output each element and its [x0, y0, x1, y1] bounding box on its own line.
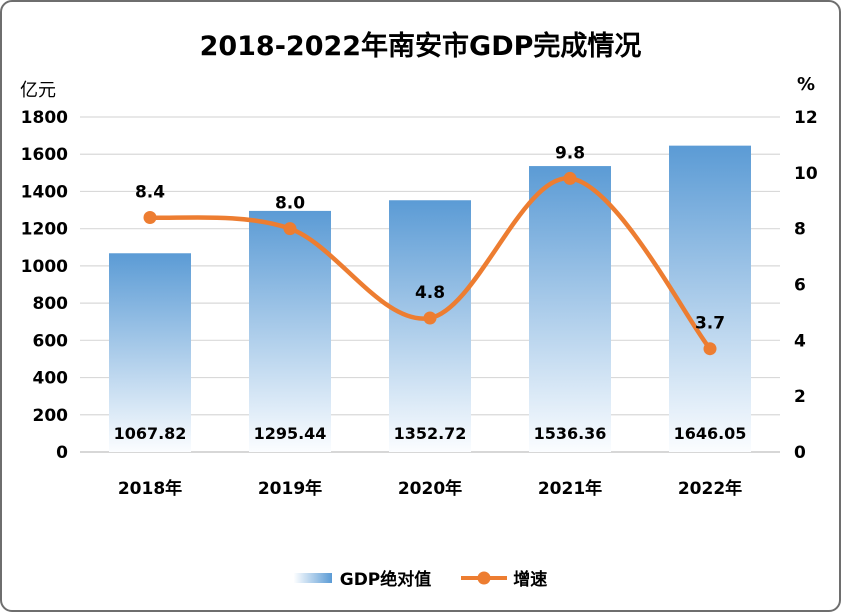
- legend-line-marker-icon: [477, 571, 491, 584]
- growth-rate-line: [147, 176, 713, 351]
- right-axis-unit-label: %: [797, 74, 816, 95]
- left-axis-unit-label: 亿元: [20, 80, 56, 101]
- right-axis-tick-label: 12: [794, 108, 818, 128]
- bar-2019年: [249, 210, 331, 452]
- line-value-label: 9.8: [555, 143, 585, 163]
- line-marker-2020年: [423, 311, 437, 325]
- legend-line-label: 增速: [513, 570, 548, 590]
- right-axis-tick-label: 4: [794, 331, 806, 351]
- right-axis-tick-label: 8: [794, 220, 806, 240]
- line-marker-2019年: [283, 222, 297, 236]
- x-axis-category-label: 2021年: [538, 478, 602, 499]
- bar-value-label: 1067.82: [114, 424, 187, 443]
- bar-2020年: [389, 200, 471, 452]
- x-axis-category-label: 2019年: [258, 478, 322, 499]
- line-value-label: 8.0: [275, 194, 305, 214]
- left-axis-tick-label: 1000: [21, 257, 68, 277]
- x-axis-category-label: 2018年: [118, 478, 182, 499]
- left-axis-tick-label: 1800: [21, 108, 68, 128]
- x-axis-category-label: 2022年: [678, 478, 742, 499]
- left-axis-tick-label: 200: [33, 406, 69, 426]
- left-axis-tick-label: 400: [33, 369, 69, 389]
- bar-2021年: [529, 166, 611, 452]
- line-marker-2021年: [563, 171, 577, 185]
- left-axis-tick-label: 1600: [21, 145, 68, 165]
- legend: GDP绝对值 增速: [2, 565, 839, 590]
- right-axis-tick-label: 2: [794, 387, 806, 407]
- x-axis-category-label: 2020年: [398, 478, 462, 499]
- bar-2018年: [109, 253, 191, 452]
- left-axis-tick-label: 0: [56, 443, 68, 463]
- bar-2022年: [669, 145, 751, 453]
- line-value-label: 8.4: [135, 183, 165, 203]
- left-axis-tick-label: 600: [33, 331, 69, 351]
- bar-value-label: 1352.72: [394, 424, 467, 443]
- left-axis-tick-label: 1200: [21, 220, 68, 240]
- bar-value-label: 1295.44: [254, 424, 327, 443]
- line-marker-2018年: [143, 211, 157, 224]
- bar-value-label: 1536.36: [534, 424, 607, 443]
- bar-value-label: 1646.05: [674, 424, 747, 443]
- chart-title: 2018-2022年南安市GDP完成情况: [199, 31, 642, 62]
- line-marker-2022年: [703, 342, 717, 356]
- right-axis-tick-label: 0: [794, 443, 806, 463]
- legend-bar-swatch-icon: [293, 572, 332, 583]
- line-value-label: 4.8: [415, 283, 445, 303]
- legend-line-swatch-icon: [461, 571, 508, 584]
- left-axis-tick-label: 800: [33, 294, 69, 314]
- line-value-label: 3.7: [695, 314, 725, 334]
- left-axis-tick-label: 1400: [21, 182, 68, 202]
- right-axis-tick-label: 6: [794, 276, 806, 296]
- legend-bar-label: GDP绝对值: [339, 570, 432, 590]
- right-axis-tick-label: 10: [794, 164, 818, 184]
